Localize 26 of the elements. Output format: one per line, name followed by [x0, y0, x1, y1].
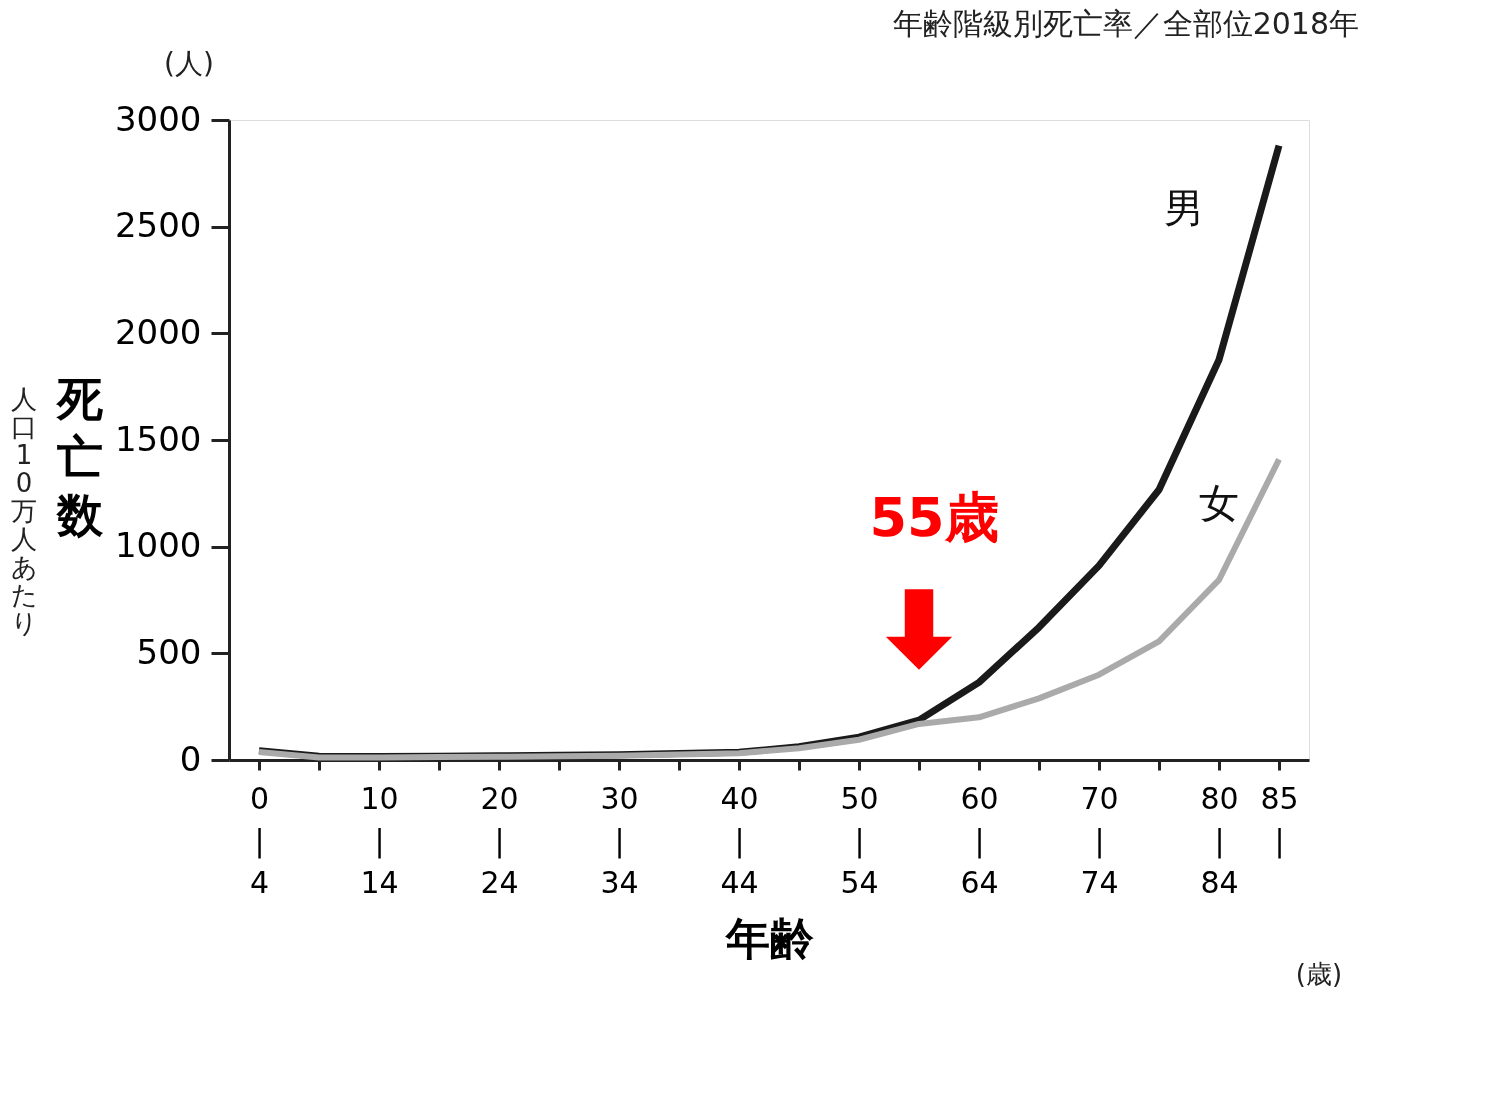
x-tick-label: 10 | 14	[360, 780, 399, 900]
x-tick-label: 85 |	[1260, 780, 1299, 859]
y-tick-label: 1000	[114, 525, 202, 566]
x-tick-label: 0 | 4	[249, 780, 270, 900]
y-axis-title: 死亡数	[55, 371, 104, 542]
y-tick-label: 2000	[114, 311, 202, 352]
y-tick-label: 3000	[114, 98, 202, 139]
x-axis-title: 年齢	[724, 912, 814, 964]
text: (歳)	[1295, 959, 1343, 989]
x-tick-label: 70 | 74	[1080, 780, 1119, 900]
annotation: 55歳	[869, 486, 999, 550]
y-tick-label: 0	[179, 738, 202, 779]
text: 人口10万人あたり	[10, 384, 38, 638]
y-tick-label: 2500	[114, 205, 202, 246]
chart-title: 年齢階級別死亡率／全部位2018年	[892, 6, 1359, 41]
x-tick-label: 50 | 54	[840, 780, 879, 900]
y-tick-label: 1500	[114, 418, 202, 459]
x-tick-label: 20 | 24	[480, 780, 519, 900]
x-tick-label: 60 | 64	[960, 780, 999, 900]
x-tick-label: 30 | 34	[600, 780, 639, 900]
x-tick-label: 40 | 44	[720, 780, 759, 900]
x-tick-label: 80 | 84	[1200, 780, 1239, 900]
series-label: 男	[1164, 184, 1204, 231]
text: (人)	[164, 47, 214, 80]
series-label: 女	[1199, 479, 1239, 526]
y-tick-label: 500	[136, 631, 202, 672]
